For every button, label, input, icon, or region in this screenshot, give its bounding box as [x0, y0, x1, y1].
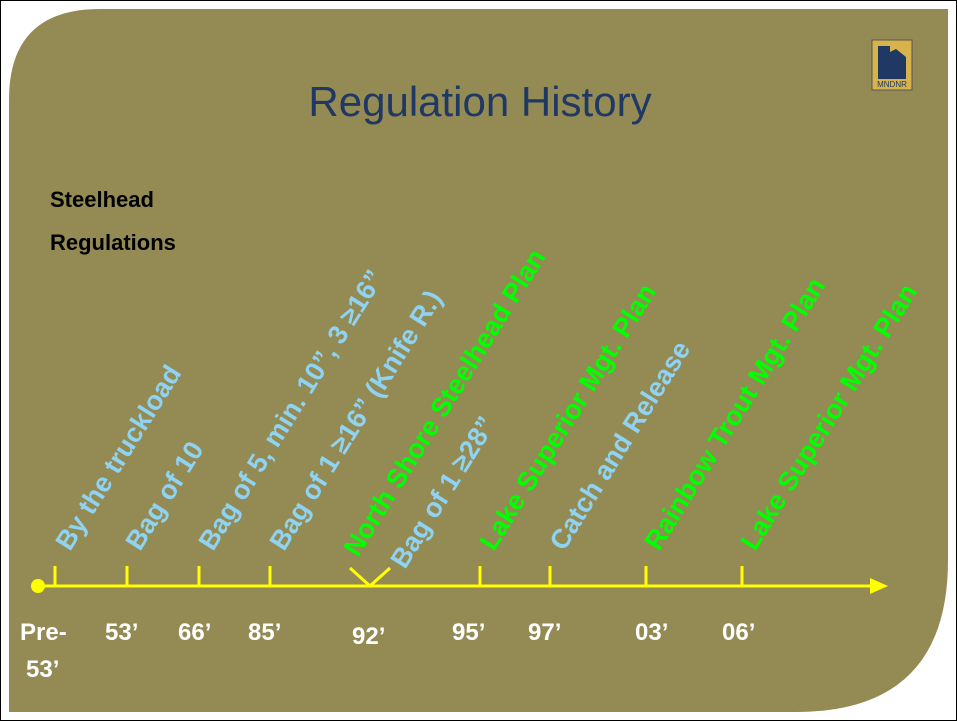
tick-label: 95’	[452, 619, 485, 646]
logo-text: MNDNR	[877, 80, 907, 89]
tick-label: 53’	[105, 619, 138, 646]
tick-label: 97’	[528, 619, 561, 646]
tick-label: 53’	[26, 656, 59, 683]
tick-label: 66’	[178, 619, 211, 646]
logo: MNDNR	[871, 39, 913, 91]
background-shape	[9, 9, 948, 712]
tick-label: 06’	[722, 619, 755, 646]
tick-label: 92’	[352, 623, 385, 650]
timeline	[31, 566, 888, 594]
side-label: Regulations	[50, 230, 176, 255]
title: Regulation History	[308, 78, 651, 125]
tick-label: Pre-	[20, 619, 67, 646]
tick-label: 85’	[248, 619, 281, 646]
tick-label: 03’	[635, 619, 668, 646]
side-label: Steelhead	[50, 187, 154, 212]
